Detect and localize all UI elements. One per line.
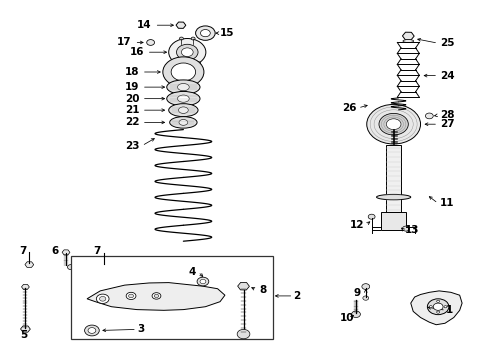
- Text: 28: 28: [439, 110, 454, 120]
- Text: 1: 1: [445, 305, 452, 315]
- Ellipse shape: [402, 40, 413, 42]
- Text: 12: 12: [349, 220, 364, 230]
- Circle shape: [176, 44, 198, 60]
- Text: 14: 14: [137, 20, 151, 30]
- Text: 4: 4: [188, 267, 195, 277]
- Ellipse shape: [166, 80, 200, 94]
- Text: 9: 9: [353, 288, 360, 298]
- Circle shape: [126, 292, 136, 300]
- Circle shape: [432, 303, 442, 310]
- Circle shape: [428, 306, 431, 308]
- Text: 24: 24: [439, 71, 454, 81]
- Circle shape: [197, 277, 208, 286]
- Circle shape: [402, 226, 408, 231]
- Circle shape: [146, 40, 154, 45]
- FancyBboxPatch shape: [380, 212, 406, 230]
- Text: 16: 16: [129, 47, 144, 57]
- Text: 7: 7: [93, 246, 100, 256]
- Circle shape: [436, 300, 439, 302]
- Ellipse shape: [166, 91, 200, 106]
- Ellipse shape: [179, 120, 187, 125]
- Circle shape: [171, 63, 195, 81]
- Text: 22: 22: [124, 117, 139, 127]
- Circle shape: [427, 299, 448, 315]
- Circle shape: [367, 214, 374, 219]
- Text: 10: 10: [339, 312, 354, 323]
- Circle shape: [443, 306, 446, 308]
- Text: 8: 8: [259, 285, 266, 295]
- Text: 3: 3: [137, 324, 144, 334]
- Polygon shape: [87, 283, 224, 310]
- Circle shape: [366, 104, 420, 144]
- Text: 2: 2: [293, 291, 300, 301]
- Circle shape: [200, 279, 205, 284]
- Circle shape: [163, 57, 203, 87]
- Ellipse shape: [168, 104, 198, 117]
- Text: 20: 20: [124, 94, 139, 104]
- Text: 18: 18: [124, 67, 139, 77]
- Circle shape: [67, 265, 74, 270]
- Text: 15: 15: [220, 28, 234, 38]
- Circle shape: [425, 113, 432, 119]
- Circle shape: [436, 311, 439, 313]
- Text: 21: 21: [124, 105, 139, 115]
- Circle shape: [351, 311, 360, 318]
- Text: 23: 23: [124, 141, 139, 151]
- Circle shape: [200, 30, 210, 37]
- Circle shape: [128, 294, 133, 298]
- Circle shape: [88, 328, 96, 333]
- FancyBboxPatch shape: [71, 256, 273, 339]
- FancyBboxPatch shape: [385, 145, 401, 212]
- Text: 13: 13: [404, 225, 419, 235]
- Text: 11: 11: [439, 198, 454, 208]
- Text: 26: 26: [342, 103, 356, 113]
- Circle shape: [96, 294, 109, 303]
- Circle shape: [362, 296, 368, 300]
- Text: 19: 19: [125, 82, 139, 92]
- Text: 6: 6: [51, 246, 59, 256]
- Circle shape: [168, 39, 205, 66]
- Circle shape: [152, 293, 161, 299]
- Text: 25: 25: [439, 38, 454, 48]
- Text: 27: 27: [439, 119, 454, 129]
- Circle shape: [195, 26, 215, 40]
- Circle shape: [84, 325, 99, 336]
- Text: 17: 17: [116, 37, 131, 48]
- Ellipse shape: [177, 84, 189, 91]
- Circle shape: [100, 297, 105, 301]
- Circle shape: [361, 284, 369, 289]
- Ellipse shape: [178, 107, 188, 113]
- Circle shape: [386, 119, 400, 130]
- Ellipse shape: [174, 60, 201, 66]
- Circle shape: [154, 294, 158, 297]
- Ellipse shape: [376, 194, 410, 200]
- Circle shape: [237, 329, 249, 339]
- Ellipse shape: [177, 95, 189, 102]
- Text: 7: 7: [20, 246, 27, 256]
- Circle shape: [181, 48, 193, 57]
- Text: 5: 5: [20, 330, 27, 340]
- Circle shape: [191, 37, 195, 40]
- Ellipse shape: [169, 117, 197, 128]
- Polygon shape: [410, 291, 461, 325]
- Circle shape: [378, 113, 407, 135]
- Circle shape: [179, 37, 183, 40]
